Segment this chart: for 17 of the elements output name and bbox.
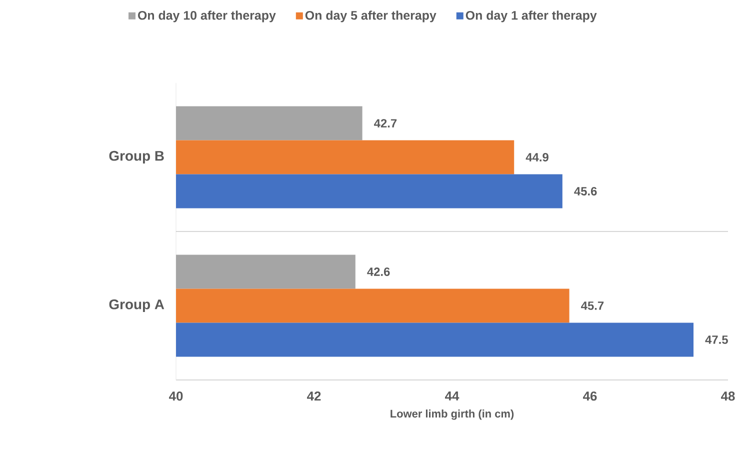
x-tick-label: 40	[169, 392, 183, 401]
y-tick-label: Group A	[109, 299, 164, 312]
legend-label: On day 10 after therapy	[138, 10, 276, 22]
legend-label: On day 1 after therapy	[466, 10, 597, 22]
x-tick-label: 46	[583, 392, 597, 401]
data-label: 45.6	[574, 187, 597, 196]
data-label: 45.7	[581, 302, 604, 310]
y-tick-label: Group B	[109, 150, 164, 164]
data-label: 42.6	[367, 268, 390, 276]
x-tick-label: 42	[307, 392, 321, 401]
data-label: 47.5	[705, 336, 728, 344]
x-tick-label: 44	[445, 392, 460, 400]
x-axis-title: Lower limb girth (in cm)	[390, 410, 514, 420]
x-tick-label: 48	[721, 392, 735, 401]
legend-label: On day 5 after therapy	[305, 10, 436, 22]
data-label: 44.9	[526, 153, 548, 162]
data-label: 42.7	[374, 119, 397, 128]
